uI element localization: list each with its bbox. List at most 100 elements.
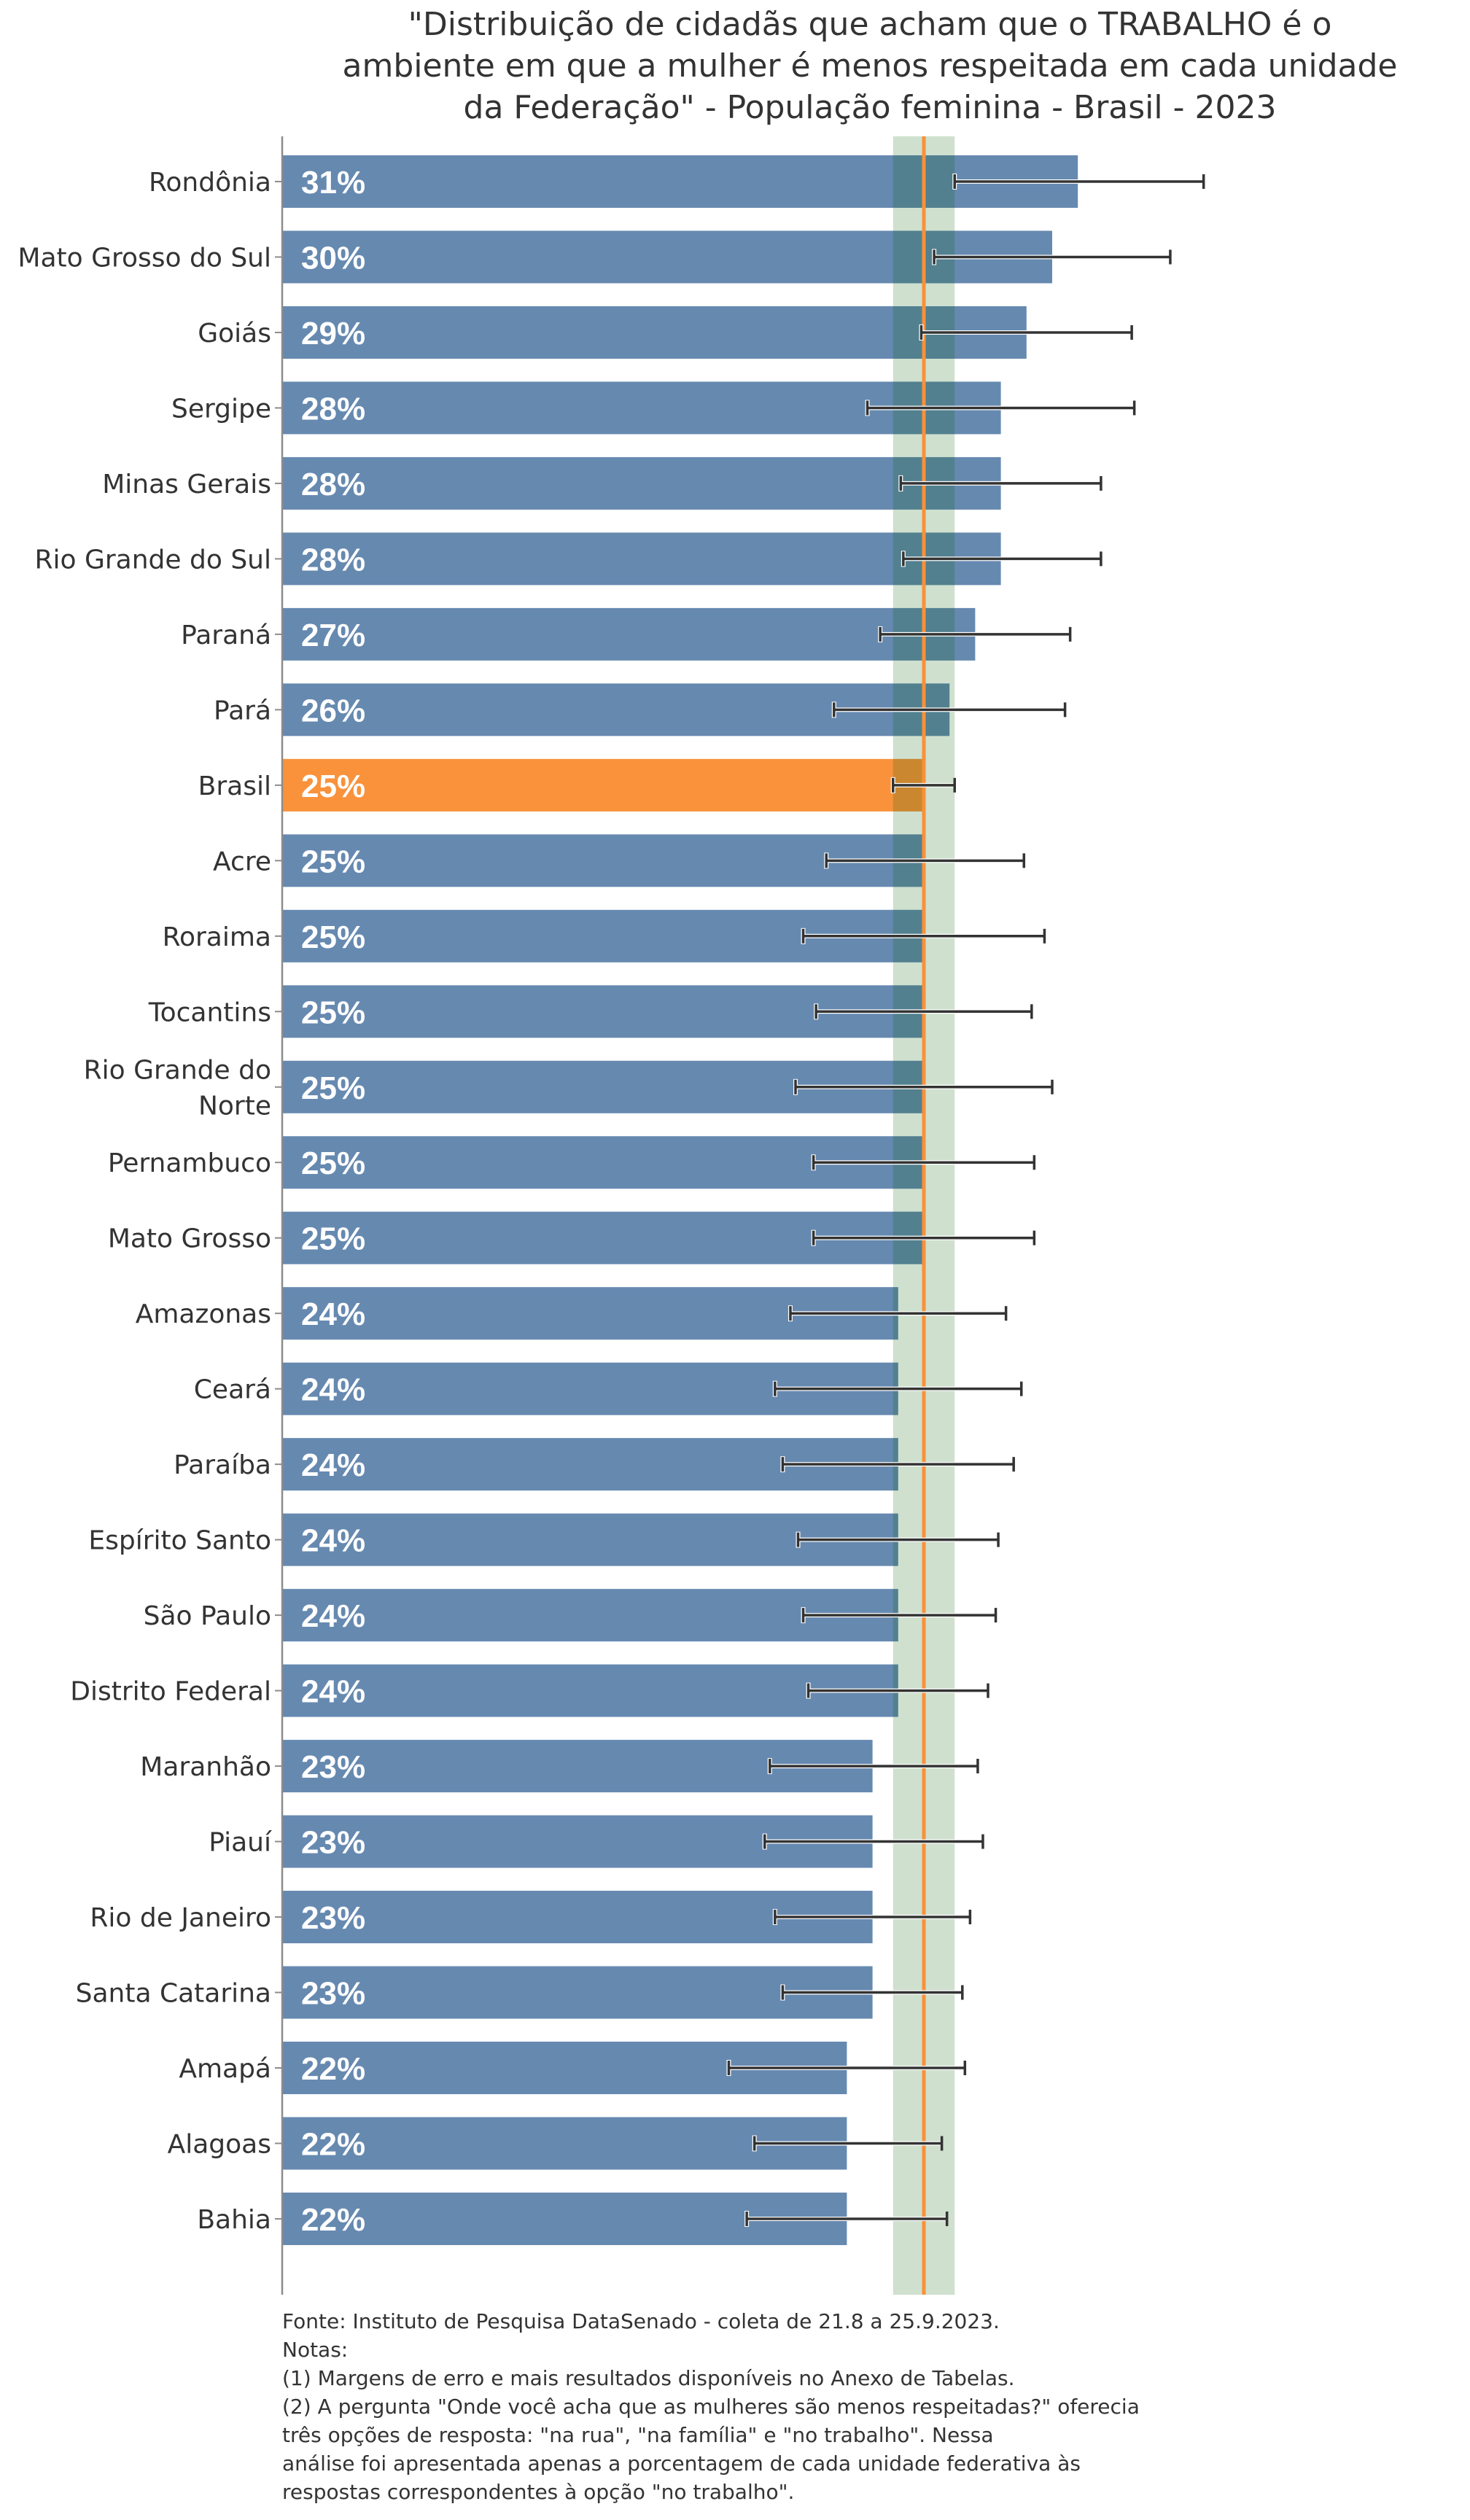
footer-line: respostas correspondentes à opção "no tr… bbox=[282, 2480, 794, 2504]
errorbar bbox=[831, 701, 1067, 718]
value-label: 22% bbox=[301, 2051, 365, 2087]
category-label: Distrito Federal bbox=[70, 1677, 271, 1707]
footer-line: Fonte: Instituto de Pesquisa DataSenado … bbox=[282, 2309, 1000, 2333]
bar bbox=[282, 1589, 898, 1642]
bar bbox=[282, 306, 1027, 359]
footer-line: (2) A pergunta "Onde você acha que as mu… bbox=[282, 2395, 1140, 2419]
category-label: Rio Grande do Sul bbox=[35, 545, 272, 575]
category-label: Mato Grosso bbox=[108, 1224, 271, 1254]
value-label: 28% bbox=[301, 542, 365, 578]
chart-footer: Fonte: Instituto de Pesquisa DataSenado … bbox=[282, 2309, 1140, 2504]
category-label: Norte bbox=[198, 1091, 271, 1121]
category-label: Pernambuco bbox=[108, 1148, 271, 1178]
category-label: Goiás bbox=[198, 319, 271, 349]
category-label: São Paulo bbox=[144, 1601, 271, 1631]
category-label: Acre bbox=[213, 847, 271, 876]
errorbar bbox=[814, 1003, 1033, 1020]
value-label: 28% bbox=[301, 467, 365, 502]
value-label: 25% bbox=[301, 1221, 365, 1257]
bar bbox=[282, 834, 924, 887]
category-label: Paraíba bbox=[174, 1450, 271, 1480]
category-label: Espírito Santo bbox=[88, 1526, 271, 1556]
value-label: 25% bbox=[301, 919, 365, 955]
errorbar bbox=[793, 1078, 1054, 1095]
category-labels: Rondônia Mato Grosso do Sul Goiás Sergipe Mi… bbox=[18, 168, 272, 2235]
errorbar bbox=[952, 174, 1205, 190]
errorbar bbox=[772, 1380, 1023, 1397]
errorbar bbox=[767, 1758, 979, 1775]
errorbar bbox=[898, 475, 1102, 491]
category-label: Rio Grande do bbox=[84, 1055, 271, 1085]
errorbar bbox=[796, 1531, 1000, 1548]
errorbar bbox=[865, 400, 1136, 416]
value-label: 22% bbox=[301, 2126, 365, 2162]
footer-line: três opções de resposta: "na rua", "na f… bbox=[282, 2423, 994, 2447]
value-label: 22% bbox=[301, 2202, 365, 2238]
category-label: Rondônia bbox=[149, 168, 271, 198]
title-line: da Federação" - População feminina - Bra… bbox=[464, 89, 1277, 126]
value-label: 26% bbox=[301, 693, 365, 728]
category-label: Sergipe bbox=[171, 394, 271, 424]
category-label: Pará bbox=[214, 696, 271, 726]
value-label: 25% bbox=[301, 844, 365, 879]
errorbar bbox=[824, 852, 1026, 869]
category-label: Roraima bbox=[163, 922, 271, 952]
category-label: Minas Gerais bbox=[102, 470, 271, 499]
errorbar bbox=[811, 1229, 1036, 1246]
errorbar bbox=[801, 1607, 998, 1624]
value-label: 24% bbox=[301, 1598, 365, 1634]
title-line: ambiente em que a mulher é menos respeit… bbox=[343, 47, 1398, 85]
bar bbox=[282, 532, 1001, 586]
category-label: Brasil bbox=[198, 771, 271, 801]
category-label: Piauí bbox=[209, 1828, 272, 1858]
errorbar bbox=[901, 551, 1102, 567]
value-label: 23% bbox=[301, 1749, 365, 1785]
bar bbox=[282, 456, 1001, 510]
value-label: 24% bbox=[301, 1372, 365, 1408]
value-label: 24% bbox=[301, 1674, 365, 1710]
category-label: Tocantins bbox=[148, 998, 271, 1027]
category-label: Bahia bbox=[197, 2205, 271, 2235]
errorbar bbox=[932, 249, 1172, 265]
errorbar bbox=[726, 2060, 967, 2076]
category-label: Amazonas bbox=[136, 1299, 271, 1329]
errorbar bbox=[878, 626, 1072, 642]
bar bbox=[282, 155, 1078, 208]
value-label: 28% bbox=[301, 391, 365, 427]
bar bbox=[282, 1664, 898, 1717]
category-label: Amapá bbox=[179, 2054, 271, 2084]
value-label: 24% bbox=[301, 1296, 365, 1332]
chart-title: "Distribuição de cidadãs que acham que o… bbox=[343, 6, 1398, 126]
value-label: 23% bbox=[301, 1976, 365, 2012]
errorbar bbox=[811, 1154, 1036, 1171]
value-label: 29% bbox=[301, 316, 365, 351]
value-label: 27% bbox=[301, 618, 365, 653]
bars-layer bbox=[282, 155, 1078, 2245]
errorbar bbox=[788, 1305, 1008, 1322]
value-label: 25% bbox=[301, 1146, 365, 1181]
errorbar bbox=[762, 1833, 984, 1850]
errorbar bbox=[752, 2135, 944, 2152]
errorbar bbox=[772, 1909, 972, 1926]
category-label: Paraná bbox=[181, 621, 271, 650]
category-label: Rio de Janeiro bbox=[90, 1903, 271, 1933]
bar-highlight bbox=[282, 758, 924, 812]
category-label: Alagoas bbox=[168, 2129, 271, 2159]
errorbars-layer bbox=[726, 174, 1205, 2227]
errorbar bbox=[890, 777, 956, 793]
bar bbox=[282, 1966, 873, 2019]
value-label: 25% bbox=[301, 1070, 365, 1106]
errorbar bbox=[919, 324, 1133, 341]
footer-line: Notas: bbox=[282, 2338, 348, 2362]
value-label: 24% bbox=[301, 1523, 365, 1559]
reference-band-layer bbox=[892, 136, 955, 2295]
value-label: 30% bbox=[301, 240, 365, 276]
errorbar bbox=[801, 928, 1046, 944]
value-labels: 31% 30% 29% 28% 28% 28% 27% 26% 25% 25% 25% 25% 25% 2… bbox=[301, 165, 365, 2238]
value-label: 25% bbox=[301, 995, 365, 1030]
errorbar bbox=[780, 1456, 1015, 1473]
value-label: 23% bbox=[301, 1825, 365, 1861]
footer-line: análise foi apresentada apenas a porcent… bbox=[282, 2451, 1081, 2476]
category-label: Maranhão bbox=[140, 1752, 271, 1782]
